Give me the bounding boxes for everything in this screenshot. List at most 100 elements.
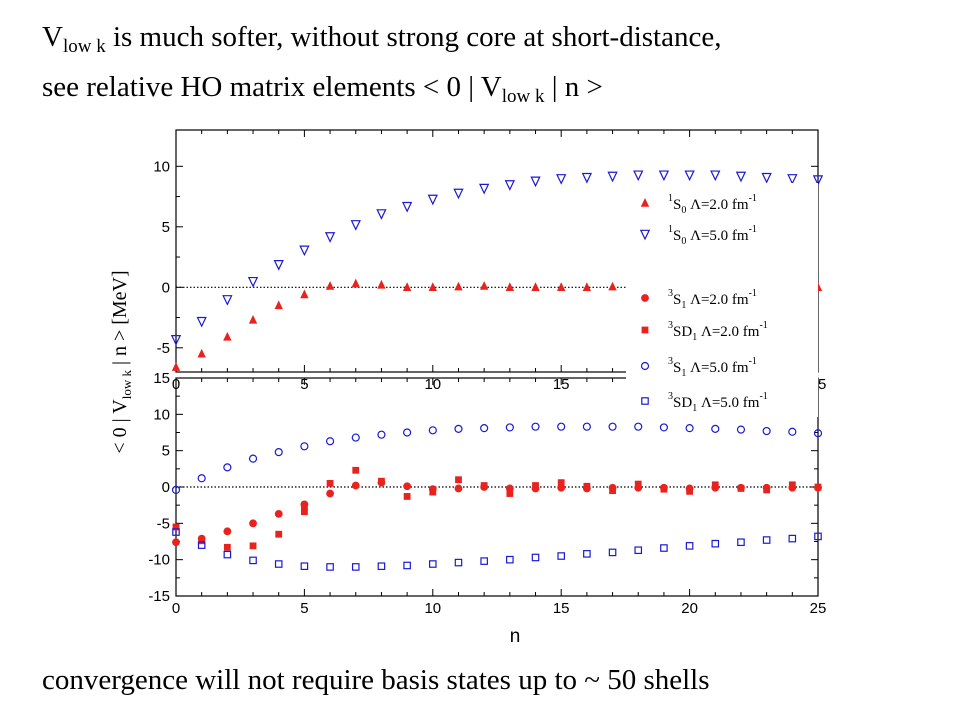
- bot-x-tick-label: 10: [424, 600, 441, 617]
- data-point: [351, 278, 360, 288]
- data-point: [454, 484, 463, 493]
- data-point: [223, 463, 232, 472]
- bot-series-1: [172, 466, 822, 551]
- data-point: [639, 229, 651, 241]
- data-point: [249, 542, 257, 550]
- data-point: [274, 300, 283, 310]
- data-point: [403, 428, 412, 437]
- bot-x-tick-label: 5: [300, 600, 308, 617]
- data-point: [787, 174, 798, 185]
- top-y-tick-label: 10: [153, 158, 170, 175]
- data-point: [557, 479, 565, 487]
- data-point: [427, 194, 438, 206]
- data-point: [813, 429, 823, 438]
- legend-entry-label: 3SD1 Λ=5.0 fm-1: [668, 391, 768, 414]
- data-point: [247, 276, 259, 288]
- legend-background: [626, 183, 818, 417]
- data-point: [762, 426, 771, 436]
- data-point: [301, 508, 308, 516]
- data-point: [480, 557, 488, 565]
- data-point: [301, 503, 308, 511]
- legend-entry-label: 1S0 Λ=5.0 fm-1: [668, 224, 757, 247]
- data-point: [634, 480, 642, 488]
- data-point: [659, 423, 669, 432]
- data-point: [454, 424, 463, 433]
- data-point: [737, 485, 745, 492]
- data-point: [505, 423, 514, 432]
- data-point: [428, 426, 437, 435]
- data-point: [608, 422, 617, 431]
- data-point: [532, 482, 539, 489]
- data-point: [788, 534, 797, 543]
- data-point: [814, 483, 822, 491]
- data-point: [762, 536, 771, 544]
- data-point: [685, 424, 694, 433]
- data-point: [377, 430, 386, 439]
- data-point: [170, 335, 182, 346]
- data-point: [686, 487, 693, 495]
- data-point: [197, 348, 206, 358]
- bot-x-tick-label: 25: [810, 600, 827, 617]
- bot-series-0: [172, 478, 822, 547]
- legend-entry-label: 3SD1 Λ=2.0 fm-1: [668, 320, 768, 343]
- data-point: [402, 282, 412, 291]
- data-point: [531, 553, 540, 562]
- data-point: [223, 550, 232, 559]
- data-point: [275, 530, 283, 538]
- data-point: [634, 422, 643, 431]
- data-point: [641, 294, 649, 302]
- data-point: [506, 490, 514, 497]
- legend-entry-label: 1S0 Λ=2.0 fm-1: [668, 193, 757, 216]
- data-point: [172, 523, 180, 531]
- data-point: [428, 282, 437, 291]
- data-point: [556, 174, 567, 185]
- data-point: [684, 170, 695, 182]
- data-point: [660, 544, 668, 552]
- data-point: [641, 397, 649, 405]
- data-point: [634, 546, 643, 555]
- bot-x-tick-label: 20: [681, 600, 698, 617]
- data-point: [403, 482, 412, 491]
- data-point: [198, 537, 206, 545]
- legend-entry-label: 3S1 Λ=2.0 fm-1: [668, 288, 757, 311]
- data-point: [196, 316, 207, 328]
- data-point: [711, 481, 719, 489]
- bot-x-tick-label: 0: [172, 600, 180, 617]
- top-y-tick-label: 5: [162, 219, 170, 236]
- data-point: [685, 542, 694, 550]
- data-point: [326, 479, 334, 487]
- data-point: [711, 424, 720, 433]
- legend: 1S0 Λ=2.0 fm-1 1S0 Λ=5.0 fm-1 3S1 Λ=2.0 fm…: [626, 183, 818, 417]
- data-point: [274, 509, 283, 518]
- bot-x-tick-label: 15: [553, 600, 570, 617]
- data-point: [633, 170, 644, 182]
- data-point: [352, 466, 360, 474]
- data-point: [249, 556, 257, 565]
- data-point: [480, 424, 489, 433]
- bot-y-tick-label: 0: [162, 479, 170, 496]
- data-point: [197, 541, 206, 549]
- data-point: [377, 562, 386, 571]
- data-point: [582, 422, 591, 431]
- data-point: [557, 422, 566, 431]
- data-point: [172, 538, 180, 547]
- data-point: [530, 176, 541, 188]
- data-point: [378, 477, 385, 485]
- data-point: [609, 487, 616, 495]
- data-point: [788, 481, 796, 489]
- data-point: [325, 437, 335, 446]
- data-point: [557, 552, 566, 560]
- data-point: [325, 281, 335, 290]
- data-point: [608, 548, 617, 557]
- bot-series-3: [172, 528, 822, 571]
- headline-v-subscript: low k: [62, 36, 106, 57]
- data-point: [788, 427, 797, 436]
- data-point: [531, 282, 540, 291]
- top-y-tick-label: 0: [162, 279, 170, 296]
- headline-line-2-text: see relative HO matrix elements < 0 | V: [42, 71, 502, 103]
- data-point: [479, 183, 490, 195]
- data-point: [401, 201, 413, 213]
- data-point: [326, 489, 334, 498]
- top-series-1: [170, 170, 824, 346]
- data-point: [455, 476, 462, 484]
